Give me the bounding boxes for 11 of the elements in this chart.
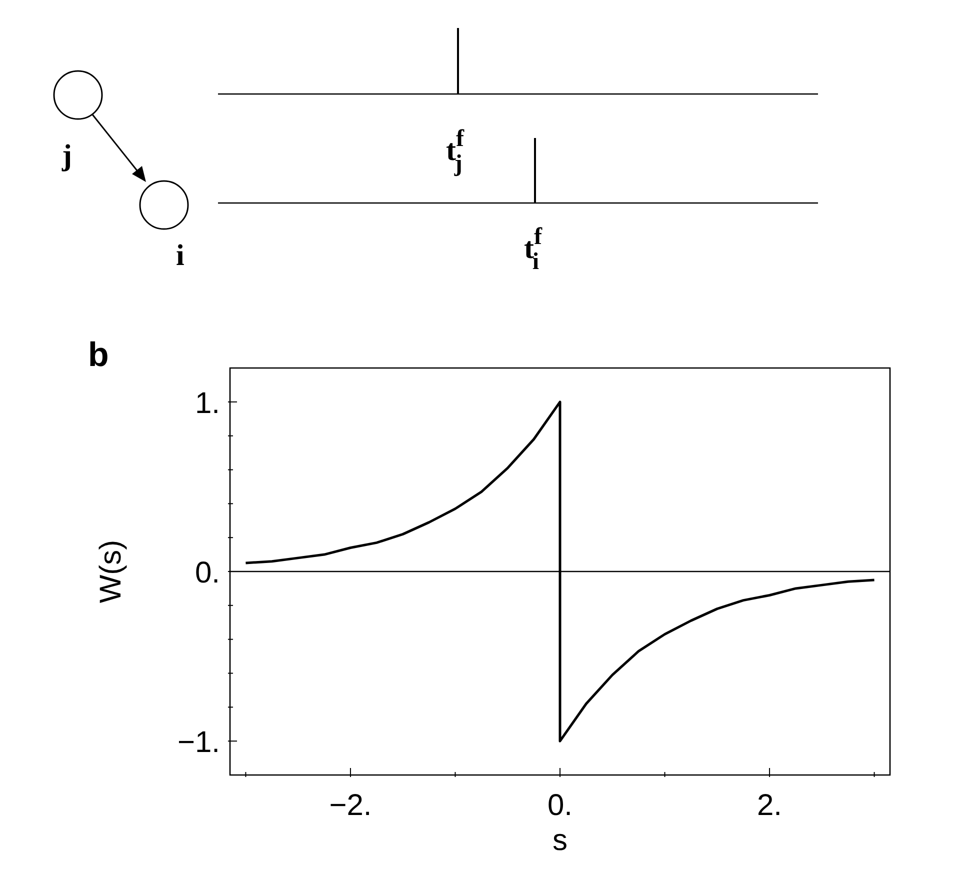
text: j bbox=[61, 139, 72, 172]
x-tick-label: 0. bbox=[547, 789, 573, 822]
y-tick-label: 1. bbox=[194, 386, 220, 420]
text: b bbox=[88, 336, 109, 374]
x-tick-label: −2. bbox=[329, 789, 372, 822]
x-tick-label: 2. bbox=[757, 789, 782, 822]
y-tick-label: 0. bbox=[194, 556, 220, 590]
x-axis-title: s bbox=[552, 824, 568, 857]
text: i bbox=[176, 239, 184, 272]
y-tick-label: −1. bbox=[177, 726, 220, 760]
y-axis-title: W(s) bbox=[94, 540, 128, 604]
